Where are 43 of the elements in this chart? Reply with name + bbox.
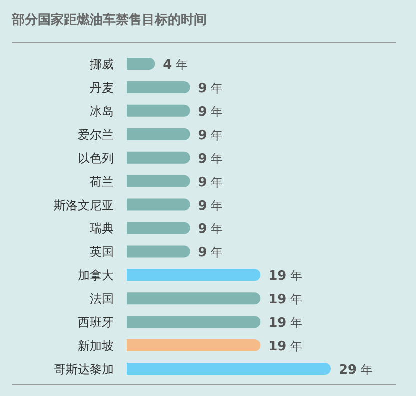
y-tick-label: 丹麦 xyxy=(90,80,114,95)
bar xyxy=(127,198,190,211)
data-label: 4 年 xyxy=(163,58,188,73)
y-tick-label: 加拿大 xyxy=(78,268,114,283)
y-tick-label: 法国 xyxy=(90,292,114,306)
data-label: 19 年 xyxy=(268,269,303,284)
data-label: 9 年 xyxy=(198,175,224,190)
data-label: 19 年 xyxy=(268,340,303,355)
bar xyxy=(127,104,190,117)
bar xyxy=(127,81,190,94)
y-tick-label: 英国 xyxy=(90,245,114,260)
bar xyxy=(127,363,331,375)
bar xyxy=(127,152,190,164)
data-label: 9 年 xyxy=(198,246,224,261)
bar xyxy=(127,128,190,140)
y-tick-label: 瑞典 xyxy=(90,222,114,236)
data-label: 29 年 xyxy=(339,363,373,378)
data-label: 9 年 xyxy=(198,104,224,120)
bar xyxy=(127,175,190,188)
y-tick-label: 荷兰 xyxy=(90,174,114,189)
data-label: 9 年 xyxy=(198,198,224,214)
data-label: 9 年 xyxy=(198,152,224,167)
y-tick-label: 冰岛 xyxy=(90,104,114,118)
y-tick-label: 西班牙 xyxy=(78,316,114,330)
data-label: 9 年 xyxy=(198,222,224,238)
y-tick-label: 爱尔兰 xyxy=(78,128,114,142)
data-label: 19 年 xyxy=(268,316,303,332)
data-label: 9 年 xyxy=(198,81,224,96)
bar xyxy=(127,292,261,305)
bar xyxy=(127,316,261,328)
y-tick-label: 新加坡 xyxy=(78,339,114,354)
bar xyxy=(127,222,190,234)
bar xyxy=(127,58,156,70)
bar xyxy=(127,269,261,282)
data-label: 19 年 xyxy=(268,292,303,308)
y-tick-label: 斯洛文尼亚 xyxy=(54,198,114,212)
bar xyxy=(127,340,261,352)
chart-title: 部分国家距燃油车禁售目标的时间 xyxy=(11,12,207,28)
y-tick-label: 挪威 xyxy=(90,58,114,72)
data-label: 9 年 xyxy=(198,128,224,144)
bar xyxy=(127,246,190,258)
y-tick-label: 哥斯达黎加 xyxy=(54,362,114,376)
y-tick-label: 以色列 xyxy=(78,151,114,166)
